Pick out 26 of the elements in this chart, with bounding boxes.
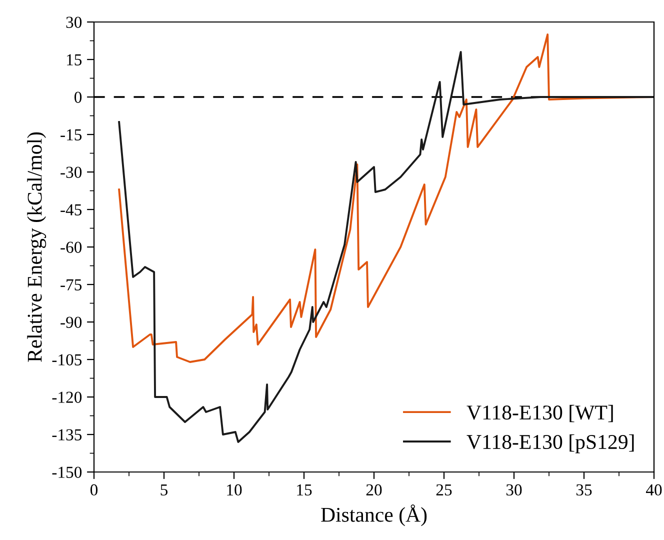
x-tick-label: 35 bbox=[576, 484, 592, 496]
y-tick-label: -30 bbox=[60, 166, 82, 178]
legend-label: V118-E130 [pS129] bbox=[466, 434, 634, 454]
x-tick-label: 40 bbox=[646, 484, 662, 496]
y-tick-label: -135 bbox=[52, 429, 82, 440]
x-tick-label: 15 bbox=[297, 484, 312, 496]
x-tick-label: 5 bbox=[160, 484, 168, 496]
legend-label: V118-E130 [WT] bbox=[466, 404, 613, 422]
y-tick-label: -120 bbox=[52, 392, 82, 403]
y-tick-label: 0 bbox=[74, 92, 82, 103]
x-tick-label: 10 bbox=[227, 484, 242, 496]
x-tick-label: 0 bbox=[90, 484, 98, 496]
x-tick-label: 25 bbox=[436, 484, 452, 496]
y-tick-label: -75 bbox=[60, 279, 82, 290]
y-tick-label: -45 bbox=[60, 204, 82, 216]
x-tick-label: 20 bbox=[366, 484, 382, 496]
y-axis-title: Relative Energy (kCal/mol) bbox=[27, 132, 46, 362]
y-tick-label: -15 bbox=[60, 129, 82, 140]
y-tick-label: -105 bbox=[52, 354, 82, 366]
y-tick-label: -150 bbox=[52, 466, 82, 478]
y-tick-label: 15 bbox=[66, 54, 82, 66]
y-tick-label: -60 bbox=[60, 242, 82, 253]
x-axis-title: Distance (Å) bbox=[321, 504, 427, 526]
y-tick-label: 30 bbox=[66, 16, 82, 28]
y-tick-label: -90 bbox=[60, 316, 82, 328]
x-tick-label: 30 bbox=[506, 484, 522, 496]
